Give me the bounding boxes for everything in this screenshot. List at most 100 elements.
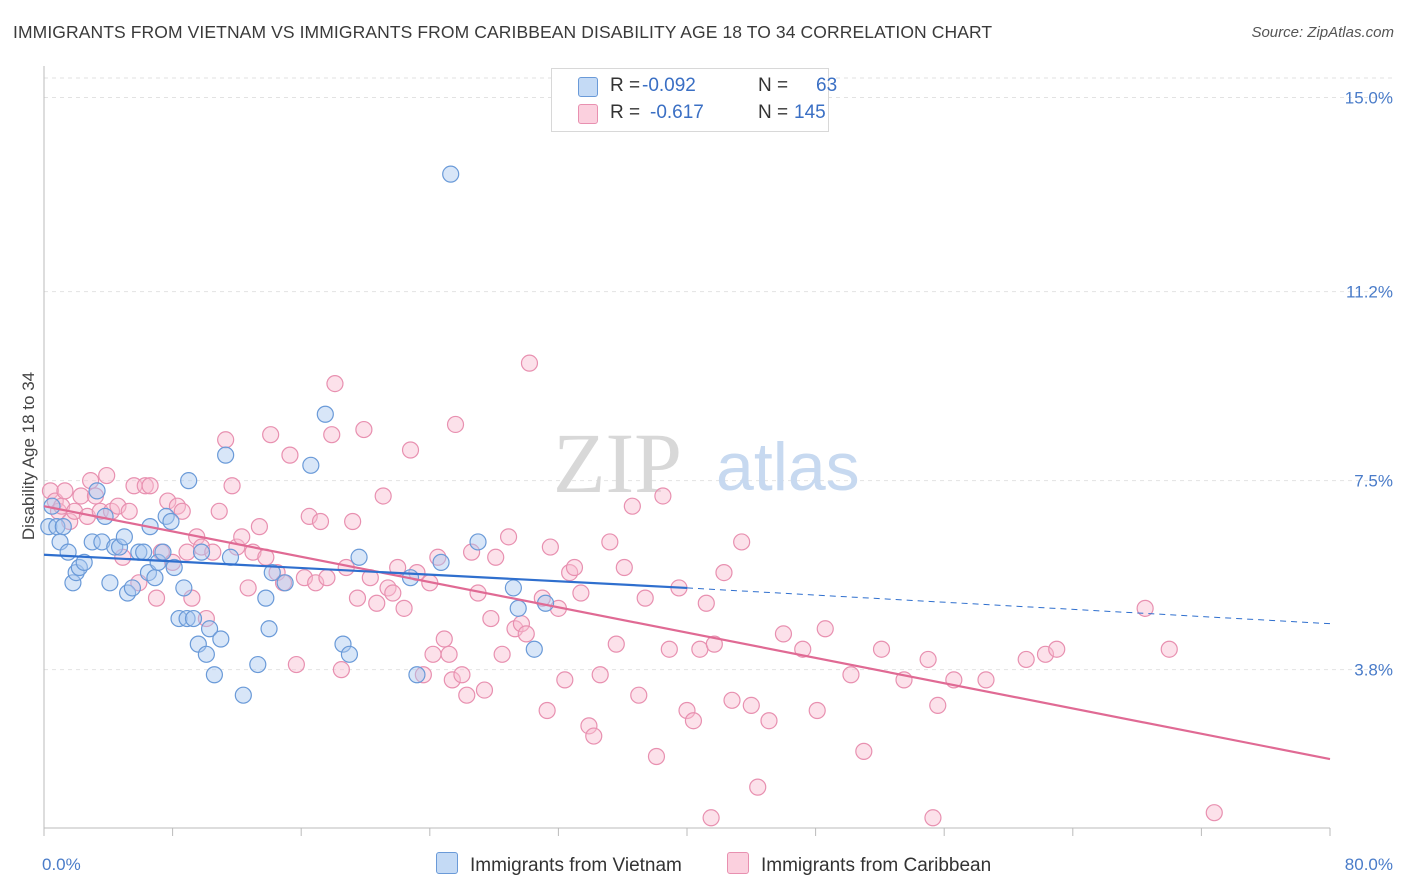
vietnam-point-44	[249, 655, 267, 674]
caribbean-point-34	[217, 431, 235, 449]
vietnam-point-38	[200, 620, 219, 638]
vietnam-point-45	[257, 589, 275, 607]
caribbean-trend-line	[43, 505, 1331, 761]
caribbean-point-47	[295, 569, 314, 587]
vietnam-point-17	[115, 528, 133, 546]
vietnam-point-32	[178, 609, 196, 628]
vietnam-point-49	[302, 456, 320, 474]
caribbean-point-25	[168, 497, 187, 515]
caribbean-point-66	[401, 441, 420, 459]
legend-r-label: R =	[610, 102, 641, 123]
caribbean-point-49	[307, 574, 325, 592]
caribbean-point-118	[742, 696, 760, 715]
watermark-zip: ZIP	[553, 415, 682, 511]
vietnam-point-9	[75, 553, 93, 571]
caribbean-point-111	[684, 712, 703, 730]
bottom-legend-caribbean: Immigrants from Caribbean	[727, 852, 991, 877]
vietnam-trend-extension	[686, 587, 1331, 625]
legend-n-value-vietnam: 63	[816, 75, 838, 96]
legend-swatch-vietnam	[578, 77, 598, 97]
bottom-legend-label-caribbean: Immigrants from Caribbean	[761, 855, 992, 876]
caribbean-point-108	[660, 640, 678, 658]
caribbean-point-93	[556, 671, 574, 689]
caribbean-point-107	[654, 487, 672, 505]
vietnam-point-47	[263, 563, 281, 582]
caribbean-point-98	[585, 727, 603, 745]
vietnam-point-4	[54, 518, 72, 536]
caribbean-point-76	[453, 666, 471, 684]
y-tick-label-0: 3.8%	[1354, 661, 1393, 680]
x-tick-label-max: 80.0%	[1345, 855, 1393, 874]
y-tick-label-1: 7.5%	[1354, 472, 1393, 491]
caribbean-point-121	[774, 625, 793, 643]
vietnam-point-61	[525, 640, 543, 658]
caribbean-point-99	[591, 666, 609, 684]
caribbean-point-63	[384, 584, 402, 602]
caribbean-point-94	[561, 563, 579, 582]
vietnam-point-40	[212, 630, 230, 648]
vietnam-point-16	[110, 538, 129, 556]
legend-n-label: N =	[758, 102, 789, 123]
caribbean-point-101	[607, 635, 625, 653]
caribbean-point-19	[136, 477, 154, 495]
legend-r-value-caribbean: -0.617	[650, 102, 704, 123]
caribbean-point-12	[98, 466, 116, 485]
vietnam-point-31	[175, 579, 193, 597]
caribbean-point-61	[374, 487, 392, 505]
vietnam-point-12	[93, 533, 111, 551]
caribbean-point-48	[300, 507, 318, 526]
vietnam-point-58	[469, 533, 487, 551]
caribbean-point-112	[691, 640, 709, 658]
caribbean-point-73	[440, 645, 458, 663]
caribbean-point-95	[565, 558, 584, 577]
caribbean-point-124	[816, 620, 834, 638]
vietnam-point-39	[205, 666, 223, 684]
caribbean-point-102	[615, 558, 633, 577]
caribbean-point-140	[702, 809, 720, 827]
caribbean-point-81	[482, 609, 500, 628]
caribbean-point-38	[239, 579, 257, 597]
y-tick-label-3: 15.0%	[1345, 89, 1393, 108]
vietnam-point-50	[316, 405, 334, 423]
caribbean-point-126	[855, 742, 873, 760]
source-label: Source: ZipAtlas.com	[1251, 24, 1394, 41]
vietnam-point-41	[217, 446, 235, 464]
caribbean-point-21	[147, 589, 166, 607]
tick-labels: 3.8% 7.5% 11.2% 15.0% 0.0% 80.0%	[42, 89, 1393, 874]
watermark-atlas: atlas	[716, 429, 860, 505]
watermark: ZIP atlas	[553, 415, 860, 511]
caribbean-point-96	[572, 584, 590, 602]
y-tick-label-2: 11.2%	[1346, 283, 1393, 302]
caribbean-point-70	[424, 645, 442, 663]
caribbean-point-54	[332, 661, 350, 679]
caribbean-point-116	[723, 691, 741, 709]
vietnam-trend-line	[43, 553, 688, 590]
vietnam-point-51	[334, 635, 352, 653]
caribbean-points	[41, 354, 1223, 827]
caribbean-point-120	[760, 712, 778, 730]
caribbean-point-119	[749, 778, 767, 796]
vietnam-point-10	[83, 533, 101, 551]
axes	[43, 66, 1331, 836]
vietnam-point-27	[157, 507, 175, 526]
caribbean-point-50	[311, 512, 330, 531]
vietnam-point-42	[221, 548, 240, 566]
vietnam-point-48	[276, 574, 294, 592]
chart-title: IMMIGRANTS FROM VIETNAM VS IMMIGRANTS FR…	[13, 22, 993, 42]
caribbean-point-123	[808, 701, 826, 720]
vietnam-point-57	[442, 165, 460, 183]
vietnam-point-36	[192, 543, 211, 561]
caribbean-point-58	[355, 420, 373, 439]
caribbean-point-90	[538, 701, 556, 720]
caribbean-point-129	[919, 650, 937, 669]
caribbean-point-9	[82, 472, 100, 490]
vietnam-point-11	[88, 482, 106, 500]
vietnam-point-56	[432, 553, 450, 571]
caribbean-point-33	[210, 502, 228, 520]
vietnam-point-53	[350, 548, 368, 566]
caribbean-point-122	[794, 640, 812, 658]
caribbean-point-35	[223, 477, 241, 495]
caribbean-point-31	[197, 609, 215, 628]
vietnam-point-37	[197, 645, 215, 663]
